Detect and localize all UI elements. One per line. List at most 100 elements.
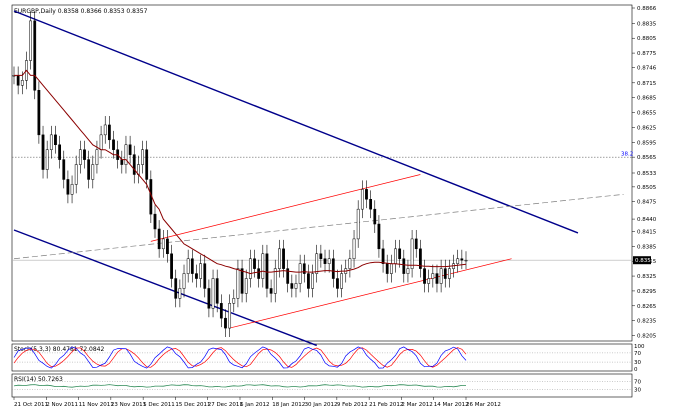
- lower-blue-channel-line: [13, 229, 317, 347]
- date-tick-label: 18 Jan 2012: [272, 402, 305, 408]
- stoch-label: Stoch(5,3,3) 80.4781 72.0842: [14, 346, 105, 353]
- candle-body: [418, 248, 422, 269]
- price-tick-label: 0.8715: [637, 81, 657, 87]
- candle-body: [120, 159, 124, 165]
- candle-body: [340, 273, 343, 289]
- candle-body: [273, 268, 277, 294]
- candle-body: [228, 303, 232, 329]
- candle-body: [352, 238, 356, 259]
- candle-body: [385, 263, 389, 274]
- candle-body: [66, 179, 70, 195]
- price-tick-label: 0.8265: [637, 304, 657, 310]
- candle-body: [29, 20, 32, 61]
- date-tick-label: 2 Mar 2012: [401, 402, 432, 408]
- current-price-box: [633, 256, 651, 265]
- rsi-panel: [11, 373, 633, 398]
- candle-body: [41, 134, 45, 170]
- candle-body: [195, 273, 198, 279]
- candle-body: [211, 278, 215, 309]
- candle-body: [83, 149, 86, 160]
- candle-body: [410, 238, 414, 269]
- candle-body: [456, 258, 460, 264]
- candle-body: [369, 199, 373, 210]
- candle-body: [190, 258, 194, 274]
- candle-body: [157, 228, 161, 250]
- candle-body: [182, 273, 186, 289]
- candle-body: [315, 253, 319, 274]
- candle-body: [145, 149, 149, 180]
- candle-body: [377, 223, 381, 250]
- candle-body: [16, 75, 20, 86]
- candle-body: [427, 278, 431, 284]
- candle-body: [37, 90, 41, 136]
- date-tick-label: 23 Nov 2011: [111, 402, 146, 408]
- candle-body: [336, 278, 339, 289]
- candle-body: [265, 253, 269, 289]
- upper-red-channel-line: [150, 174, 421, 242]
- candle-body: [323, 258, 327, 264]
- price-tick-label: 0.8295: [637, 289, 657, 295]
- candle-body: [91, 164, 95, 180]
- dashed-trend-line: [13, 193, 624, 260]
- candle-body: [327, 258, 331, 264]
- candle-body: [20, 80, 24, 86]
- price-axis: 0.8866 0.8835 0.8805 0.8775 0.8746 0.8715 0.86…: [632, 6, 657, 340]
- candle-body: [302, 263, 306, 274]
- candle-body: [282, 248, 285, 269]
- price-tick-label: 0.8475: [637, 200, 657, 206]
- candle-body: [215, 278, 219, 304]
- rsi-level-label: 30: [634, 387, 641, 393]
- price-tick-label: 0.8685: [637, 96, 657, 102]
- price-tick-label: 0.8533: [637, 171, 657, 177]
- price-tick-label: 0.8775: [637, 51, 657, 57]
- candle-body: [219, 303, 223, 319]
- date-tick-label: 21 Oct 2011: [14, 402, 48, 408]
- date-tick-label: 26 Mar 2012: [466, 402, 501, 408]
- candle-body: [460, 258, 464, 261]
- candle-body: [356, 208, 360, 240]
- candle-body: [58, 144, 62, 160]
- rsi-label: RSI(14) 50.7263: [14, 376, 63, 383]
- lower-red-channel-line: [229, 258, 512, 329]
- candle-body: [54, 134, 57, 146]
- candle-body: [290, 283, 294, 289]
- candle-body: [174, 278, 178, 299]
- candle-body: [261, 253, 265, 279]
- candle-body: [244, 278, 248, 294]
- price-tick-label: 0.8866: [637, 6, 657, 12]
- candle-body: [128, 144, 132, 155]
- candle-body: [95, 149, 99, 165]
- price-tick-label: 0.8805: [637, 36, 657, 42]
- candle-body: [269, 288, 273, 294]
- price-tick-label: 0.8205: [637, 334, 657, 340]
- candle-body: [103, 124, 107, 136]
- candle-body: [348, 258, 352, 269]
- date-tick-label: 9 Feb 2012: [337, 402, 368, 408]
- stoch-main-line: [13, 346, 467, 369]
- price-tick-label: 0.8505: [637, 185, 657, 191]
- moving-average-line: [14, 69, 467, 275]
- price-tick-label: 0.8655: [637, 111, 657, 117]
- candle-body: [87, 159, 91, 180]
- candle-body: [298, 263, 302, 284]
- price-tick-label: 0.8235: [637, 319, 657, 325]
- candle-body: [78, 149, 82, 165]
- candle-body: [331, 258, 335, 279]
- stoch-level-label: 0: [634, 367, 638, 373]
- date-tick-label: 14 Mar 2012: [434, 402, 469, 408]
- stoch-signal-line: [13, 347, 467, 368]
- candle-body: [240, 268, 244, 294]
- candle-body: [33, 20, 37, 91]
- stoch-level-label: 70: [634, 351, 641, 357]
- candle-body: [443, 268, 447, 279]
- candle-body: [207, 288, 211, 309]
- current-price-label: 0.8357: [635, 258, 655, 264]
- price-tick-label: 0.8746: [637, 65, 657, 71]
- price-tick-label: 0.8835: [637, 21, 657, 27]
- candle-body: [153, 213, 157, 230]
- candle-body: [435, 273, 439, 284]
- date-tick-label: 2 Nov 2011: [46, 402, 78, 408]
